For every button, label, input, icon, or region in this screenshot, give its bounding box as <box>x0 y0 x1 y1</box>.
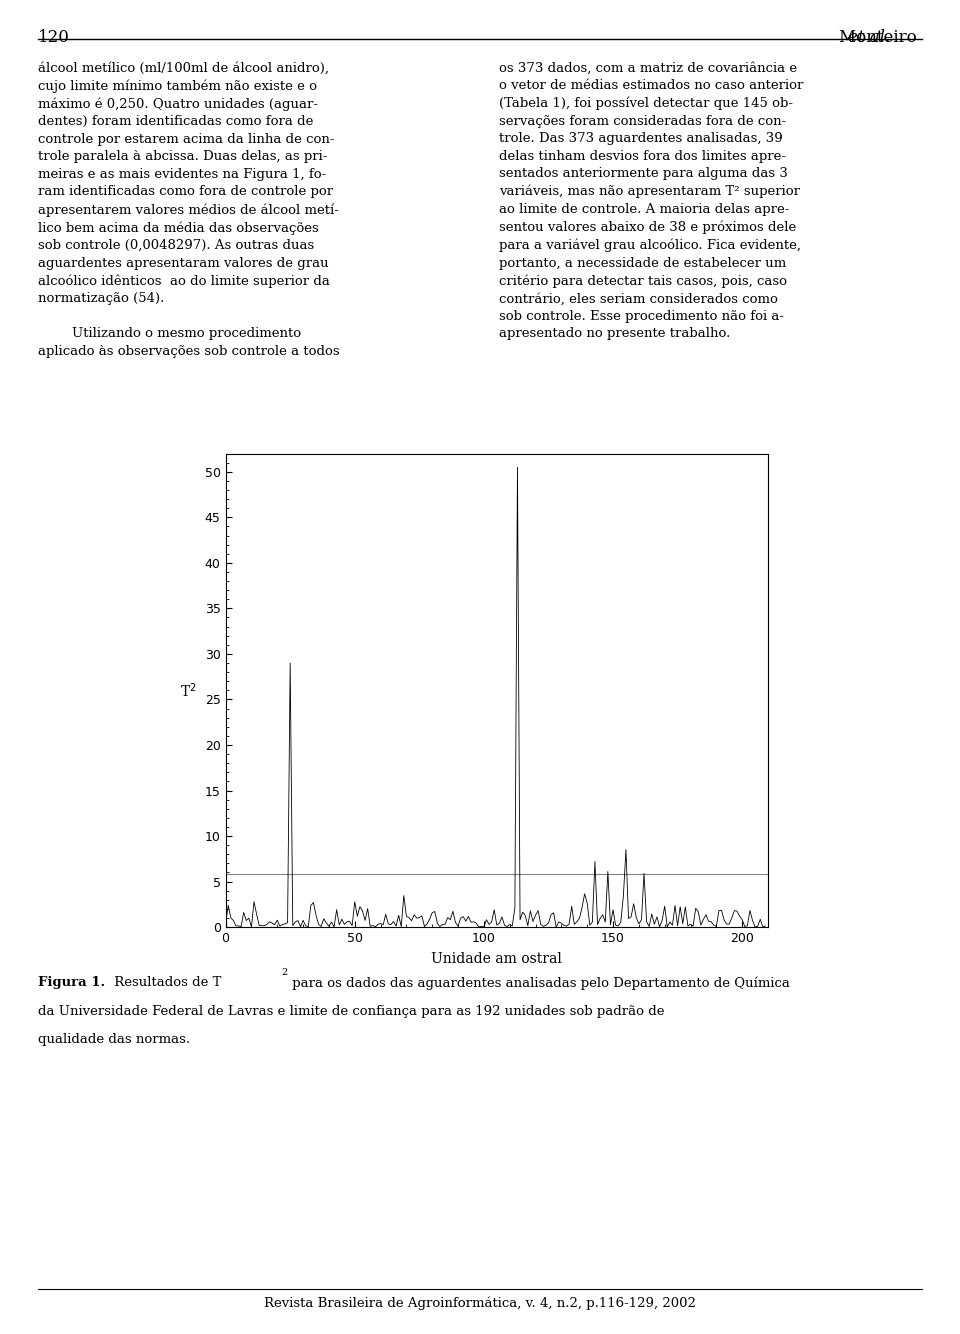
Y-axis label: T$^2$: T$^2$ <box>180 682 197 699</box>
Text: Monteiro: Monteiro <box>839 29 922 47</box>
Text: da Universidade Federal de Lavras e limite de confiança para as 192 unidades sob: da Universidade Federal de Lavras e limi… <box>38 1005 665 1018</box>
Text: Figura 1.: Figura 1. <box>38 976 106 990</box>
Text: 2: 2 <box>281 968 288 978</box>
X-axis label: Unidade am ostral: Unidade am ostral <box>431 952 563 966</box>
Text: para os dados das aguardentes analisadas pelo Departamento de Química: para os dados das aguardentes analisadas… <box>288 976 790 990</box>
Text: et al.: et al. <box>848 29 890 47</box>
Text: os 373 dados, com a matriz de covariância e
o vetor de médias estimados no caso : os 373 dados, com a matriz de covariânci… <box>499 61 804 340</box>
Text: álcool metílico (ml/100ml de álcool anidro),
cujo limite mínimo também não exist: álcool metílico (ml/100ml de álcool anid… <box>38 61 340 358</box>
Text: Resultados de T: Resultados de T <box>110 976 222 990</box>
Text: Revista Brasileira de Agroinformática, v. 4, n.2, p.116-129, 2002: Revista Brasileira de Agroinformática, v… <box>264 1297 696 1310</box>
Text: qualidade das normas.: qualidade das normas. <box>38 1033 190 1046</box>
Text: 120: 120 <box>38 29 70 47</box>
